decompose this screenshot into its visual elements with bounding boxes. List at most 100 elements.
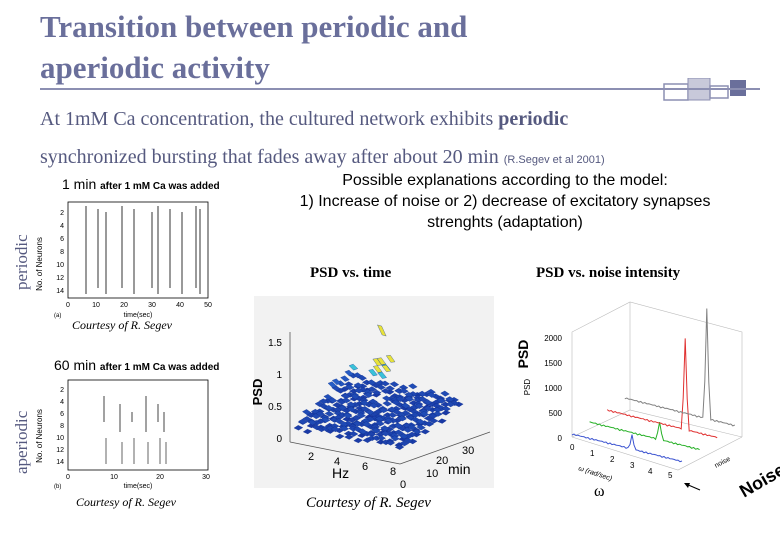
psd-surface-patch xyxy=(359,399,370,406)
raster-top-xtick: 20 xyxy=(120,302,128,309)
psd-surface-patch xyxy=(387,412,398,418)
psd-surface-patch xyxy=(377,371,387,379)
psd-surface-patch xyxy=(341,397,351,404)
psd-surface-patch xyxy=(388,417,398,424)
raster-top-xtick: 10 xyxy=(92,302,100,309)
psd-surface-patch xyxy=(293,425,304,431)
psd-surface-patch xyxy=(381,364,392,373)
psd-surface-patch xyxy=(320,416,331,423)
raster-bottom-ytick: 14 xyxy=(56,459,64,466)
psd-surface-patch xyxy=(445,396,455,403)
psd-surface-patch xyxy=(356,412,366,419)
psd-time-ztick: 1 xyxy=(276,370,282,381)
intro-bold: periodic xyxy=(498,108,569,130)
raster-top-title-main: 1 min xyxy=(62,176,97,192)
raster-bottom-spikes xyxy=(103,396,167,464)
psd-noise-spectrum-line xyxy=(624,308,736,427)
psd-surface-patch xyxy=(432,407,443,413)
psd-noise-zticks: 0 500 1000 1500 2000 xyxy=(544,334,562,443)
psd-surface-patch xyxy=(395,396,405,402)
psd-surface-patch xyxy=(372,358,382,366)
psd-noise-ztick: 0 xyxy=(558,434,563,443)
psd-noise-noise-axis: noise xyxy=(714,456,732,470)
psd-surface-patch xyxy=(339,421,349,428)
raster-bottom-title-small: after 1 mM Ca was added xyxy=(99,362,220,373)
psd-surface-patch xyxy=(433,410,443,417)
psd-noise-spectrum-line xyxy=(589,421,700,451)
raster-top-spikes xyxy=(85,206,201,294)
psd-surface-patch xyxy=(382,395,392,402)
psd-noise-plot: PSD PSD 0 500 1000 1500 2000 0 1 2 3 4 5… xyxy=(515,301,743,483)
intro-part2: synchronized bursting that fades away af… xyxy=(40,146,504,168)
label-aperiodic: aperiodic xyxy=(12,410,31,474)
raster-bottom-courtesy: Courtesy of R. Segev xyxy=(76,495,176,509)
psd-time-min-tick: 0 xyxy=(400,479,406,491)
psd-surface-patch xyxy=(327,381,338,388)
raster-top-panel-letter: (a) xyxy=(54,313,61,319)
psd-surface-patch xyxy=(337,405,348,411)
psd-surface-patch xyxy=(423,399,433,406)
raster-top-ytick: 2 xyxy=(60,210,64,217)
psd-noise-omega-tick: 2 xyxy=(610,455,615,464)
raster-bottom-xticks: 0 10 20 30 xyxy=(66,474,210,481)
psd-noise-ylabel-big: PSD xyxy=(515,340,531,369)
psd-time-ztick: 1.5 xyxy=(268,338,282,349)
psd-surface-patch xyxy=(415,418,426,425)
raster-top-frame xyxy=(67,201,209,299)
psd-noise-box xyxy=(571,301,743,471)
psd-noise-ztick: 1000 xyxy=(544,384,562,393)
psd-time-hz-tick: 4 xyxy=(334,456,340,468)
psd-surface-patch xyxy=(344,384,355,391)
psd-surface-patch xyxy=(353,437,363,444)
psd-noise-ztick: 2000 xyxy=(544,334,562,343)
raster-bottom-ytick: 2 xyxy=(60,387,64,394)
psd-surface-patch xyxy=(324,405,334,411)
raster-bottom-ytick: 8 xyxy=(60,423,64,430)
psd-surface-patch xyxy=(410,412,420,418)
psd-surface-patch xyxy=(428,417,439,424)
psd-noise-omega-tick: 4 xyxy=(648,467,653,476)
psd-surface-patch xyxy=(389,381,400,388)
psd-noise-omega-tick: 0 xyxy=(570,443,575,452)
psd-surface-patch xyxy=(344,434,354,440)
psd-surface-patch xyxy=(399,433,409,440)
psd-surface-patch xyxy=(358,428,368,435)
psd-surface-patch xyxy=(385,385,395,392)
psd-surface-patch xyxy=(348,363,359,371)
psd-surface-patch xyxy=(426,392,437,398)
raster-bottom-ylabel: No. of Neurons xyxy=(35,409,44,463)
psd-surface-patch xyxy=(385,440,396,446)
psd-surface-patch xyxy=(311,413,321,420)
slide-title: Transition between periodic and aperiodi… xyxy=(40,6,467,88)
psd-noise-omega-axis: ω (rad/sec) xyxy=(577,465,612,482)
psd-time-min-axis xyxy=(399,431,491,465)
raster-top-title-small: after 1 mM Ca was added xyxy=(100,181,220,192)
psd-surface-patch xyxy=(335,433,345,440)
psd-surface-patch xyxy=(334,418,344,424)
psd-surface-patch xyxy=(302,409,312,416)
psd-surface-patch xyxy=(376,435,386,441)
psd-surface-patch xyxy=(367,386,377,393)
psd-surface-patch xyxy=(376,384,386,391)
explanation-line-3: strenghts (adaptation) xyxy=(427,214,583,231)
raster-bottom-xtick: 0 xyxy=(66,474,70,481)
raster-top-yticks: 2 4 6 8 10 12 14 xyxy=(56,210,64,295)
psd-time-ztick: 0.5 xyxy=(268,402,282,413)
psd-surface-patch xyxy=(302,428,313,435)
psd-noise-spectrum-line xyxy=(606,338,718,439)
psd-time-hz-tick: 8 xyxy=(390,466,396,478)
raster-top-ytick: 6 xyxy=(60,236,64,243)
explanation-line-1: Possible explanations according to the m… xyxy=(342,172,668,189)
psd-surface-patch xyxy=(368,369,378,377)
raster-top-ytick: 8 xyxy=(60,249,64,256)
raster-plot-top: No. of Neurons 2 4 6 8 10 12 14 0 10 20 … xyxy=(35,201,212,319)
raster-top-ytick: 10 xyxy=(56,262,64,269)
title-line-1: Transition between periodic and xyxy=(40,9,468,44)
psd-surface-patch xyxy=(380,380,390,387)
psd-surface-patch xyxy=(330,426,340,433)
psd-noise-spectrum-line xyxy=(571,433,683,463)
psd-noise-omega-tick: 3 xyxy=(630,461,635,470)
raster-top-ytick: 14 xyxy=(56,288,64,295)
psd-noise-ztick: 1500 xyxy=(544,359,562,368)
psd-surface-patch xyxy=(385,355,396,363)
